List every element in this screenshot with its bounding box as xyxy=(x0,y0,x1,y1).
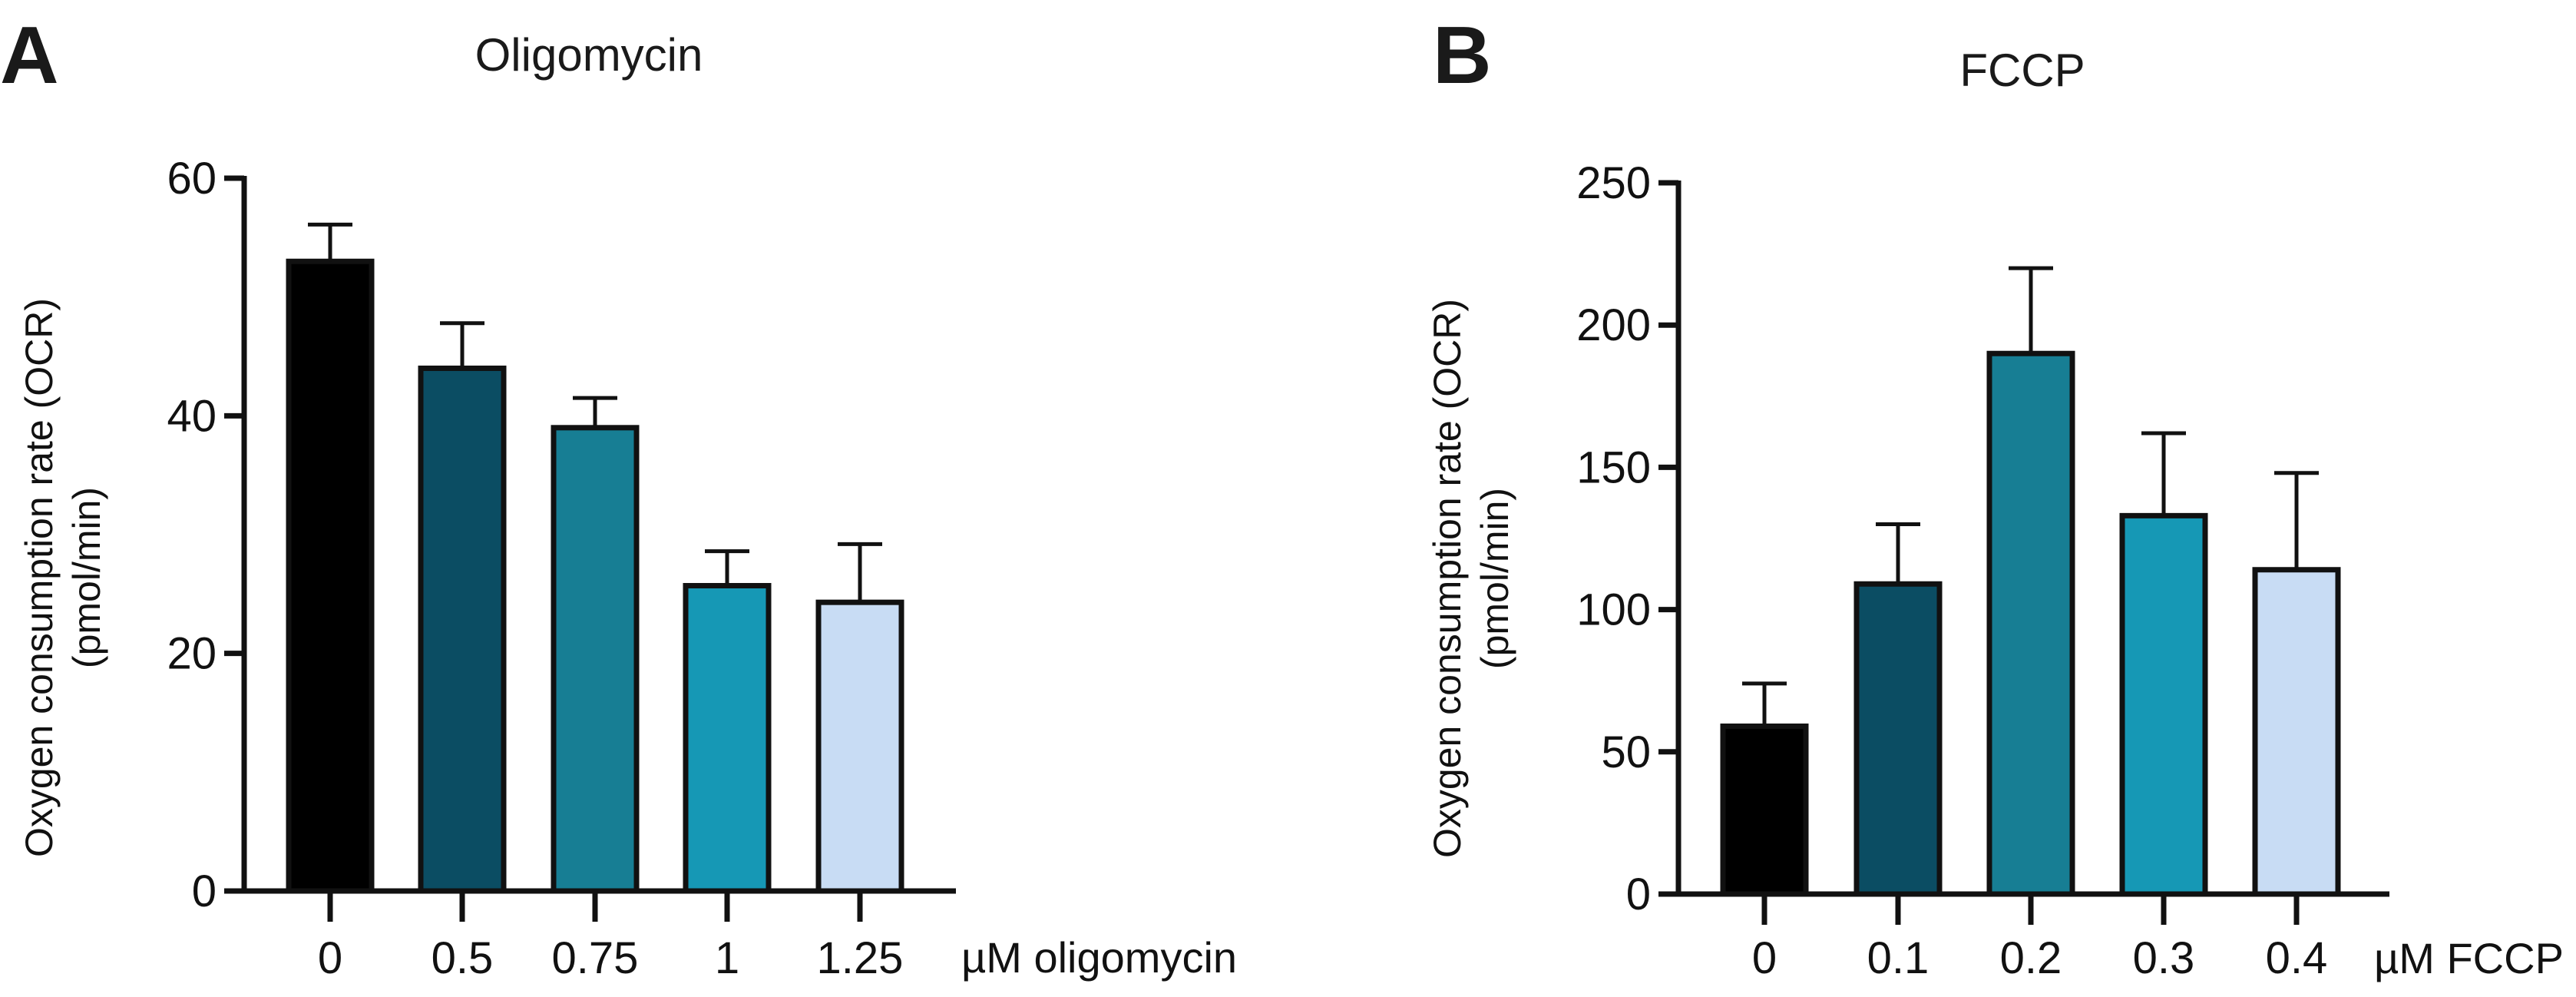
panel-b-x-tick-label-3: 0.3 xyxy=(2133,933,2195,983)
panel-a-y-axis-title-line2: (pmol/min) xyxy=(65,487,108,668)
panel-b-title: FCCP xyxy=(1959,45,2085,96)
panel-a-title: Oligomycin xyxy=(475,29,703,81)
panel-a-bar-1 xyxy=(418,365,507,894)
panel-b-x-axis-unit: µM FCCP xyxy=(2374,934,2564,982)
panel-b-y-ticks: 0 50 100 150 200 250 xyxy=(1576,158,1678,919)
panel-b-y-axis-title-line2: (pmol/min) xyxy=(1473,488,1516,669)
panel-b-error-bar-0 xyxy=(1742,681,1787,727)
panel-a-y-tick-label-3: 60 xyxy=(167,154,217,204)
panel-a-bar-0 xyxy=(286,258,375,894)
panel-a-x-axis-unit: µM oligomycin xyxy=(961,933,1237,982)
panel-a-axes xyxy=(241,176,956,894)
panel-b-y-tick-label-4: 200 xyxy=(1576,300,1651,350)
panel-b-x-tick-label-2: 0.2 xyxy=(2000,933,2062,983)
panel-a-bar-3 xyxy=(683,583,772,894)
panel-a-y-axis-title-line1: Oxygen consumption rate (OCR) xyxy=(18,298,61,857)
panel-b-x-tick-label-0: 0 xyxy=(1752,933,1777,983)
panel-b-letter: B xyxy=(1433,10,1492,101)
panel-b-y-axis-title-line1: Oxygen consumption rate (OCR) xyxy=(1426,299,1469,858)
panel-a-error-bars xyxy=(308,222,882,603)
panel-a-x-tick-label-3: 1 xyxy=(715,933,739,983)
panel-b-bar-4 xyxy=(2252,567,2341,897)
panel-b-bar-3 xyxy=(2119,512,2208,897)
panel-b-bar-1 xyxy=(1853,581,1943,897)
panel-a-error-bar-3 xyxy=(705,549,749,586)
panel-a-y-ticks: 0 20 40 60 xyxy=(167,154,244,916)
panel-b-error-bar-3 xyxy=(2141,431,2186,516)
panel-b-error-bar-2 xyxy=(2009,266,2053,354)
panel-b-bar-2 xyxy=(1986,350,2075,897)
panel-b-y-tick-label-1: 50 xyxy=(1601,727,1651,777)
panel-a-x-tick-label-0: 0 xyxy=(318,933,342,983)
panel-a-error-bar-0 xyxy=(308,222,352,262)
panel-a-x-tick-label-4: 1.25 xyxy=(817,933,904,983)
panel-a-x-tick-label-2: 0.75 xyxy=(552,933,639,983)
panel-b-error-bar-1 xyxy=(1876,522,1920,585)
panel-a-y-tick-label-2: 40 xyxy=(167,391,217,441)
panel-b-x-tick-label-1: 0.1 xyxy=(1867,933,1930,983)
panel-a-y-tick-label-0: 0 xyxy=(192,866,217,916)
panel-a-letter: A xyxy=(0,10,59,101)
panel-b-error-bars xyxy=(1742,266,2319,727)
panel-a-bar-4 xyxy=(815,599,904,894)
panel-b-fccp-chart: B FCCP Oxygen consumption rate (OCR) (pm… xyxy=(1426,10,2564,983)
panel-a-error-bar-1 xyxy=(440,321,484,369)
panel-a-error-bar-4 xyxy=(838,542,882,603)
panel-b-x-tick-label-4: 0.4 xyxy=(2266,933,2328,983)
panel-b-y-tick-label-3: 150 xyxy=(1576,442,1651,492)
panel-a-bars xyxy=(286,258,904,894)
panel-b-y-tick-label-5: 250 xyxy=(1576,158,1651,208)
panel-a-y-tick-label-1: 20 xyxy=(167,629,217,679)
panel-b-x-ticks: 0 0.1 0.2 0.3 0.4 xyxy=(1752,894,2327,983)
panel-b-y-tick-label-2: 100 xyxy=(1576,585,1651,635)
panel-a-x-tick-label-1: 0.5 xyxy=(432,933,494,983)
panel-a-oligomycin-chart: A Oligomycin Oxygen consumption rate (OC… xyxy=(0,10,1237,983)
panel-b-error-bar-4 xyxy=(2274,471,2319,570)
panel-b-bar-0 xyxy=(1720,723,1809,897)
panel-a-bar-2 xyxy=(551,425,640,894)
panel-b-bars xyxy=(1720,350,2341,897)
panel-a-error-bar-2 xyxy=(573,396,617,428)
panel-b-y-tick-label-0: 0 xyxy=(1626,869,1651,919)
panel-a-x-ticks: 0 0.5 0.75 1 1.25 xyxy=(318,891,904,983)
